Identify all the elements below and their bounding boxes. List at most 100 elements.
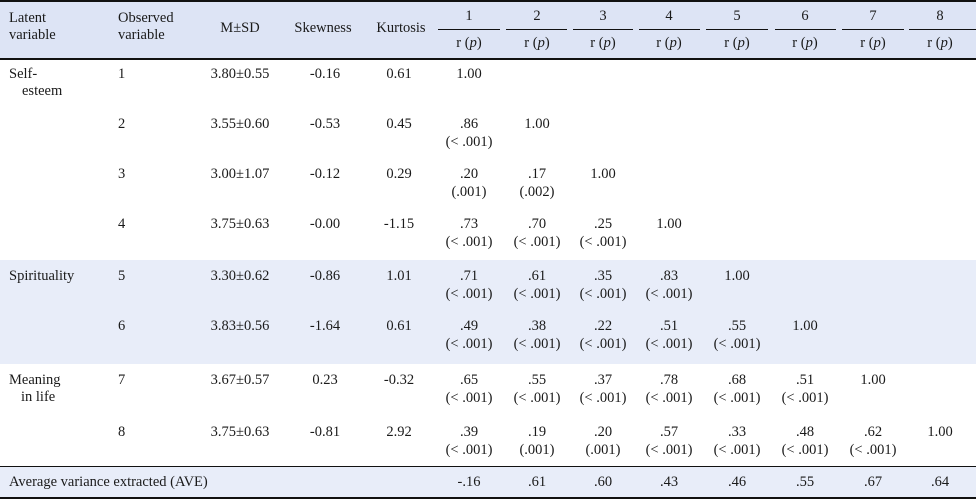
correlation-p: (< .001) — [645, 442, 693, 458]
p-italic: p — [737, 35, 745, 51]
header-subrule-5 — [706, 29, 768, 30]
correlation-p: (< .001) — [579, 286, 627, 302]
latent-label-line: esteem — [22, 83, 63, 99]
msd-value: 3.00±1.07 — [210, 166, 270, 182]
kurtosis-value: -1.15 — [383, 216, 415, 232]
latent-label-line: Self- — [9, 66, 38, 82]
correlation-r: 1.00 — [656, 216, 682, 232]
header-kurtosis: Kurtosis — [376, 20, 426, 36]
skewness-value: -1.64 — [309, 318, 341, 334]
p-italic: p — [537, 35, 545, 51]
correlation-r: .25 — [593, 216, 613, 232]
kurtosis-value: -0.32 — [383, 372, 415, 388]
header-col-1: 1 — [465, 8, 473, 24]
skewness-value: -0.53 — [309, 116, 341, 132]
header-sub-r-p: r (p) — [792, 35, 818, 51]
skewness-value: -0.86 — [309, 268, 341, 284]
kurtosis-value: 2.92 — [386, 424, 412, 440]
correlation-r: .70 — [527, 216, 547, 232]
correlation-r: .83 — [659, 268, 679, 284]
skewness-value: -0.16 — [309, 66, 341, 82]
header-sub-r-p: r (p) — [927, 35, 953, 51]
correlation-r: .37 — [593, 372, 613, 388]
header-col-5: 5 — [733, 8, 741, 24]
ave-label: Average variance extracted (AVE) — [9, 474, 208, 490]
correlation-p: (< .001) — [579, 234, 627, 250]
correlation-p: (< .001) — [849, 442, 897, 458]
observed-variable: 4 — [118, 216, 126, 232]
correlation-r: .17 — [527, 166, 547, 182]
observed-variable: 6 — [118, 318, 126, 334]
header-sub-r-p: r (p) — [456, 35, 482, 51]
correlation-p: (< .001) — [713, 336, 761, 352]
correlation-r: .20 — [593, 424, 613, 440]
msd-value: 3.55±0.60 — [210, 116, 270, 132]
correlation-p: (< .001) — [445, 336, 493, 352]
kurtosis-value: 0.29 — [386, 166, 412, 182]
latent-variable-label: Meaning in life — [9, 372, 61, 406]
p-italic: p — [940, 35, 948, 51]
header-col-2: 2 — [533, 8, 541, 24]
correlation-p: (< .001) — [445, 442, 493, 458]
correlation-r: .35 — [593, 268, 613, 284]
header-col-6: 6 — [801, 8, 809, 24]
header-observed-variable: Observed variable — [118, 10, 174, 43]
bottom-rule — [0, 497, 976, 499]
observed-variable: 3 — [118, 166, 126, 182]
ave-value: -.16 — [457, 474, 481, 490]
skewness-value: -0.00 — [309, 216, 341, 232]
correlation-r: .57 — [659, 424, 679, 440]
msd-value: 3.80±0.55 — [210, 66, 270, 82]
latent-label-line: Spirituality — [9, 268, 75, 284]
header-col-8: 8 — [936, 8, 944, 24]
correlation-p: (< .001) — [513, 390, 561, 406]
correlation-r: 1.00 — [590, 166, 616, 182]
ave-value: .67 — [863, 474, 883, 490]
correlation-p: (.001) — [451, 184, 487, 200]
observed-variable: 7 — [118, 372, 126, 388]
ave-value: .60 — [593, 474, 613, 490]
observed-variable: 5 — [118, 268, 126, 284]
correlation-p: (.001) — [519, 442, 555, 458]
latent-label-line: in life — [21, 389, 56, 405]
correlation-r: .51 — [659, 318, 679, 334]
header-bottom-rule — [0, 58, 976, 60]
correlation-r: .33 — [727, 424, 747, 440]
correlation-p: (< .001) — [645, 336, 693, 352]
observed-variable: 2 — [118, 116, 126, 132]
latent-variable-label: Spirituality — [9, 268, 74, 285]
correlation-p: (< .001) — [445, 234, 493, 250]
correlation-p: (.001) — [585, 442, 621, 458]
correlation-r: .61 — [527, 268, 547, 284]
latent-label-line: Meaning — [9, 372, 61, 388]
correlation-r: .68 — [727, 372, 747, 388]
correlation-r: 1.00 — [524, 116, 550, 132]
correlation-r: 1.00 — [456, 66, 482, 82]
correlation-r: .86 — [459, 116, 479, 132]
header-col-3: 3 — [599, 8, 607, 24]
msd-value: 3.75±0.63 — [210, 424, 270, 440]
ave-top-rule — [0, 466, 976, 467]
correlation-r: .55 — [527, 372, 547, 388]
msd-value: 3.67±0.57 — [210, 372, 270, 388]
header-subrule-1 — [438, 29, 500, 30]
header-sub-r-p: r (p) — [724, 35, 750, 51]
p-italic: p — [469, 35, 477, 51]
correlation-r: .55 — [727, 318, 747, 334]
correlation-r: .65 — [459, 372, 479, 388]
correlation-r: .19 — [527, 424, 547, 440]
msd-value: 3.30±0.62 — [210, 268, 270, 284]
correlation-p: (< .001) — [781, 442, 829, 458]
correlation-r: .22 — [593, 318, 613, 334]
ave-value: .43 — [659, 474, 679, 490]
header-col-7: 7 — [869, 8, 877, 24]
skewness-value: -0.12 — [309, 166, 341, 182]
correlation-r: .39 — [459, 424, 479, 440]
kurtosis-value: 0.61 — [386, 66, 412, 82]
p-italic: p — [603, 35, 611, 51]
correlation-r: .49 — [459, 318, 479, 334]
correlation-p: (< .001) — [645, 390, 693, 406]
header-subrule-7 — [842, 29, 904, 30]
header-skewness: Skewness — [294, 20, 352, 36]
correlation-p: (< .001) — [513, 286, 561, 302]
